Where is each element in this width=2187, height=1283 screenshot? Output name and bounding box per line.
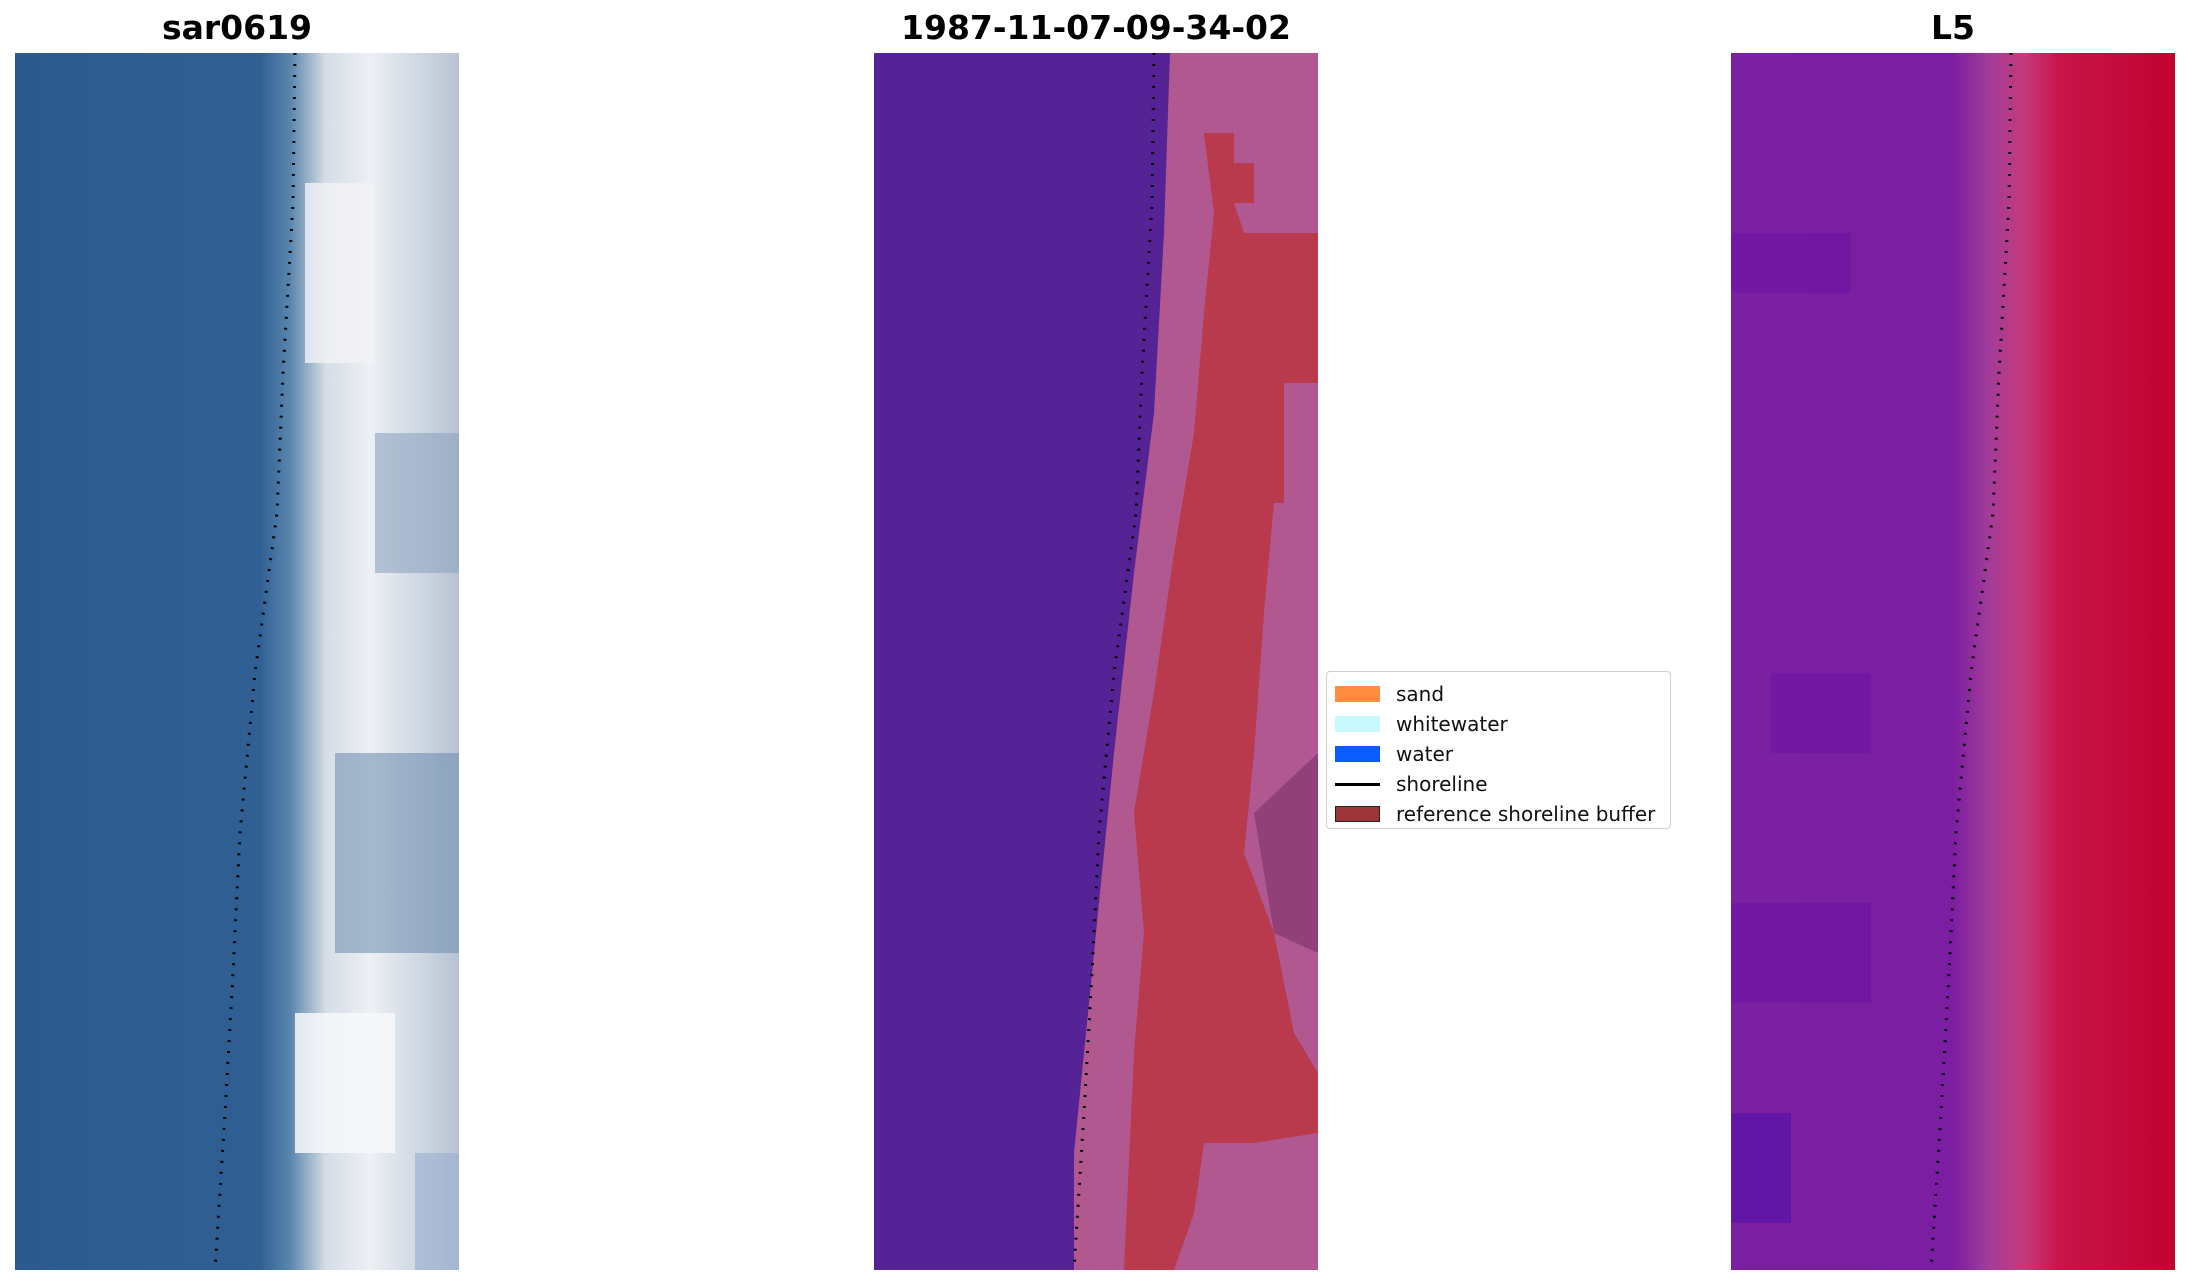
water-swatch [1335,746,1380,762]
rgb-image-panel [15,53,459,1270]
legend-item-buffer: reference shoreline buffer [1335,801,1655,827]
panel-title-index: L5 [1931,8,1975,47]
shoreline-line [1335,782,1380,786]
legend-item-shoreline: shoreline [1335,771,1488,797]
classified-image [874,53,1318,1270]
legend-label: water [1396,742,1453,766]
rgb-image [15,53,459,1270]
panel-title-classified: 1987-11-07-09-34-02 [901,8,1291,47]
buffer-swatch [1335,806,1380,822]
whitewater-swatch [1335,716,1380,732]
legend-label: reference shoreline buffer [1396,802,1656,826]
index-panel [1731,53,2175,1270]
legend-label: sand [1396,682,1445,706]
panel-title-rgb: sar0619 [161,8,313,47]
index-image [1731,53,2175,1270]
legend: sand whitewater water shoreline referenc… [1326,671,1671,829]
legend-item-sand: sand [1335,681,1444,707]
legend-label: whitewater [1396,712,1508,736]
legend-item-whitewater: whitewater [1335,711,1508,737]
classified-panel [874,53,1318,1270]
sand-swatch [1335,686,1380,702]
legend-item-water: water [1335,741,1453,767]
legend-label: shoreline [1396,772,1488,796]
